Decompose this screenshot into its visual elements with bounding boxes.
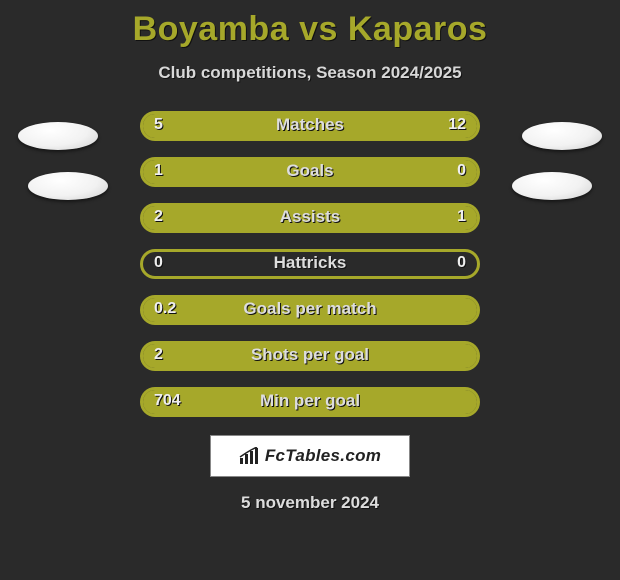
stat-row: 10Goals [140, 157, 480, 187]
stat-row: 512Matches [140, 111, 480, 141]
stat-row: 00Hattricks [140, 249, 480, 279]
stat-label: Goals [140, 157, 480, 187]
stat-label: Min per goal [140, 387, 480, 417]
vs-text: vs [299, 10, 338, 48]
fctables-logo: FcTables.com [210, 435, 410, 477]
stat-row: 21Assists [140, 203, 480, 233]
generation-date: 5 november 2024 [0, 493, 620, 513]
stats-container: 512Matches 10Goals 21Assists 00Hattricks 0.2… [0, 111, 620, 417]
chart-icon [239, 447, 261, 465]
subtitle: Club competitions, Season 2024/2025 [0, 63, 620, 83]
stat-row: 2Shots per goal [140, 341, 480, 371]
logo-text: FcTables.com [265, 446, 381, 466]
player-right-name: Kaparos [348, 10, 488, 48]
player-left-name: Boyamba [133, 10, 290, 48]
stat-row: 0.2Goals per match [140, 295, 480, 325]
stat-label: Hattricks [140, 249, 480, 279]
stat-label: Shots per goal [140, 341, 480, 371]
stat-row: 704Min per goal [140, 387, 480, 417]
stat-label: Goals per match [140, 295, 480, 325]
stat-label: Assists [140, 203, 480, 233]
page-title: Boyamba vs Kaparos [0, 0, 620, 49]
stat-label: Matches [140, 111, 480, 141]
